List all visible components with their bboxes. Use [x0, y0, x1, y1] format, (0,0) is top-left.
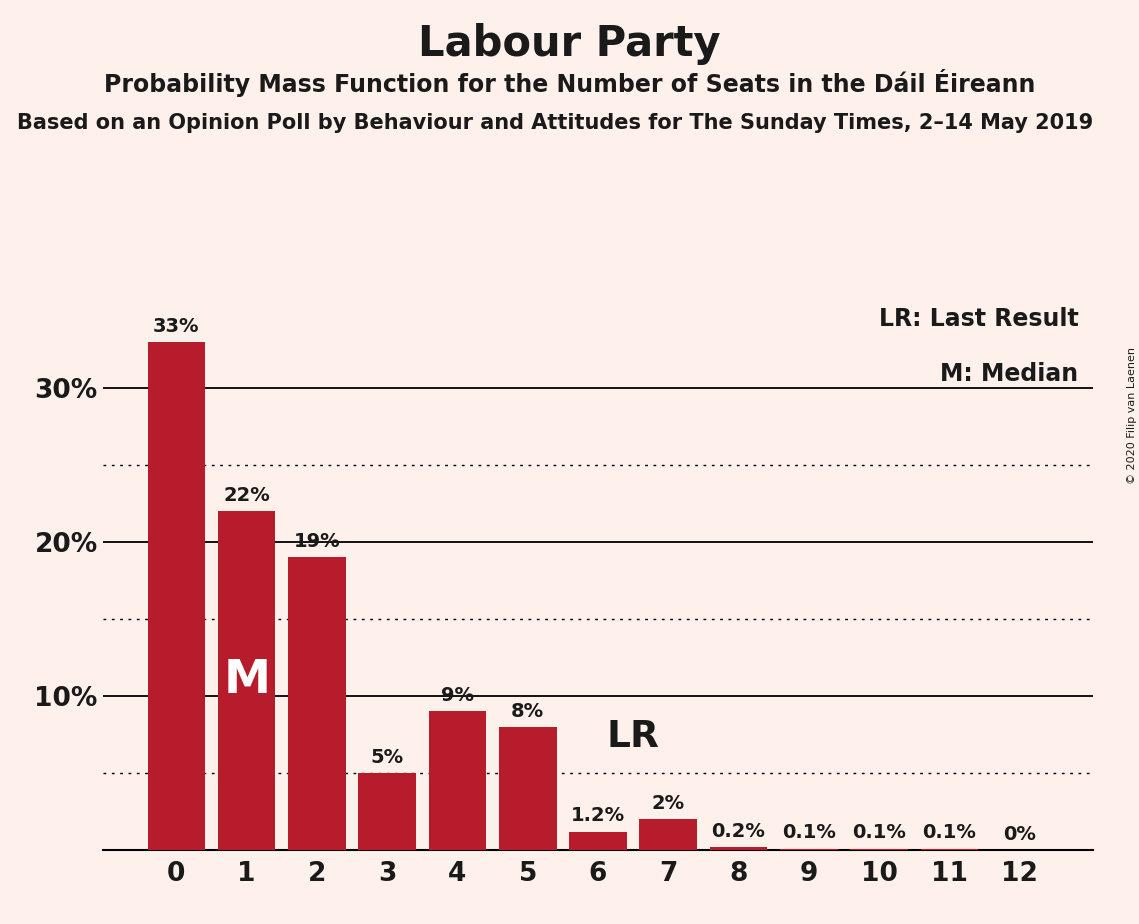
Bar — [570, 832, 626, 850]
Bar — [850, 848, 908, 850]
Text: M: Median: M: Median — [941, 362, 1079, 386]
Bar — [288, 557, 346, 850]
Text: Based on an Opinion Poll by Behaviour and Attitudes for The Sunday Times, 2–14 M: Based on an Opinion Poll by Behaviour an… — [17, 113, 1093, 133]
Text: 8%: 8% — [511, 701, 544, 721]
Text: 0.1%: 0.1% — [852, 823, 906, 843]
Text: 0%: 0% — [1003, 825, 1036, 844]
Text: 0.2%: 0.2% — [712, 821, 765, 841]
Text: 22%: 22% — [223, 486, 270, 505]
Text: 0.1%: 0.1% — [923, 823, 976, 843]
Text: 33%: 33% — [153, 317, 199, 335]
Text: 9%: 9% — [441, 687, 474, 705]
Text: Probability Mass Function for the Number of Seats in the Dáil Éireann: Probability Mass Function for the Number… — [104, 69, 1035, 97]
Text: 2%: 2% — [652, 794, 685, 813]
Bar — [359, 773, 416, 850]
Text: 19%: 19% — [294, 532, 341, 552]
Text: 5%: 5% — [370, 748, 403, 767]
Bar — [710, 847, 768, 850]
Bar — [639, 820, 697, 850]
Bar — [499, 727, 557, 850]
Text: LR: Last Result: LR: Last Result — [879, 307, 1079, 331]
Bar — [920, 848, 978, 850]
Text: M: M — [223, 658, 270, 703]
Bar — [218, 511, 276, 850]
Bar — [428, 711, 486, 850]
Text: LR: LR — [607, 719, 659, 755]
Text: 0.1%: 0.1% — [781, 823, 836, 843]
Bar — [780, 848, 837, 850]
Text: 1.2%: 1.2% — [571, 807, 625, 825]
Bar — [148, 342, 205, 850]
Text: Labour Party: Labour Party — [418, 23, 721, 65]
Text: © 2020 Filip van Laenen: © 2020 Filip van Laenen — [1126, 347, 1137, 484]
